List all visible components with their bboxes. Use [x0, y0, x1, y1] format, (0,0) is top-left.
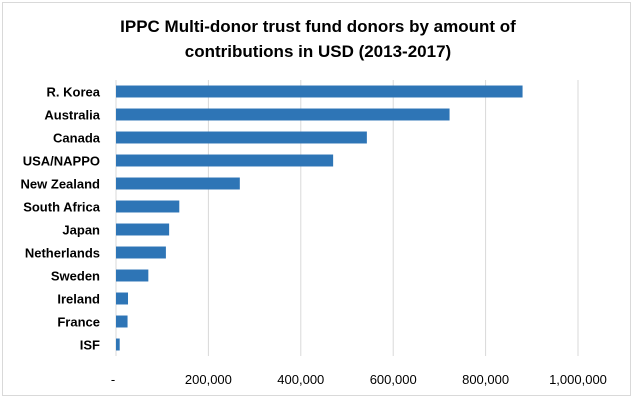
bar-9 [116, 292, 129, 305]
bar-7 [116, 246, 166, 259]
bar-5 [116, 200, 180, 213]
bar-4 [116, 177, 240, 190]
category-label-4: New Zealand [21, 177, 101, 192]
category-label-6: Japan [62, 223, 100, 238]
x-tick-label-2: 400,000 [277, 372, 324, 387]
category-label-0: R. Korea [47, 85, 101, 100]
x-tick-label-1: 200,000 [185, 372, 232, 387]
category-label-3: USA/NAPPO [23, 154, 100, 169]
chart-title-line-2: contributions in USD (2013-2017) [184, 42, 452, 61]
category-label-2: Canada [53, 131, 101, 146]
bars [116, 85, 523, 351]
bar-10 [116, 315, 128, 328]
chart-title: IPPC Multi-donor trust fund donors by am… [0, 14, 636, 64]
chart-title-line-1: IPPC Multi-donor trust fund donors by am… [120, 17, 516, 36]
bar-2 [116, 131, 367, 144]
x-tick-label-4: 800,000 [462, 372, 509, 387]
bar-3 [116, 154, 334, 167]
bar-0 [116, 85, 523, 98]
category-labels: R. Korea Australia Canada USA/NAPPO New Zeal… [21, 85, 101, 353]
x-tick-labels: - 200,000 400,000 600,000 800,000 1,000,000 [111, 372, 607, 387]
bar-11 [116, 338, 120, 351]
bar-6 [116, 223, 170, 236]
category-label-7: Netherlands [25, 246, 100, 261]
x-tick-label-5: 1,000,000 [549, 372, 607, 387]
x-tick-label-0: - [111, 372, 115, 387]
category-label-1: Australia [44, 108, 100, 123]
category-label-11: ISF [80, 338, 100, 353]
chart-frame [2, 2, 631, 396]
x-tick-label-3: 600,000 [370, 372, 417, 387]
category-label-8: Sweden [51, 269, 100, 284]
bar-8 [116, 269, 149, 282]
category-label-9: Ireland [57, 292, 100, 307]
category-label-5: South Africa [23, 200, 101, 215]
category-label-10: France [57, 315, 100, 330]
bar-1 [116, 108, 450, 121]
grid-lines [115, 80, 579, 356]
